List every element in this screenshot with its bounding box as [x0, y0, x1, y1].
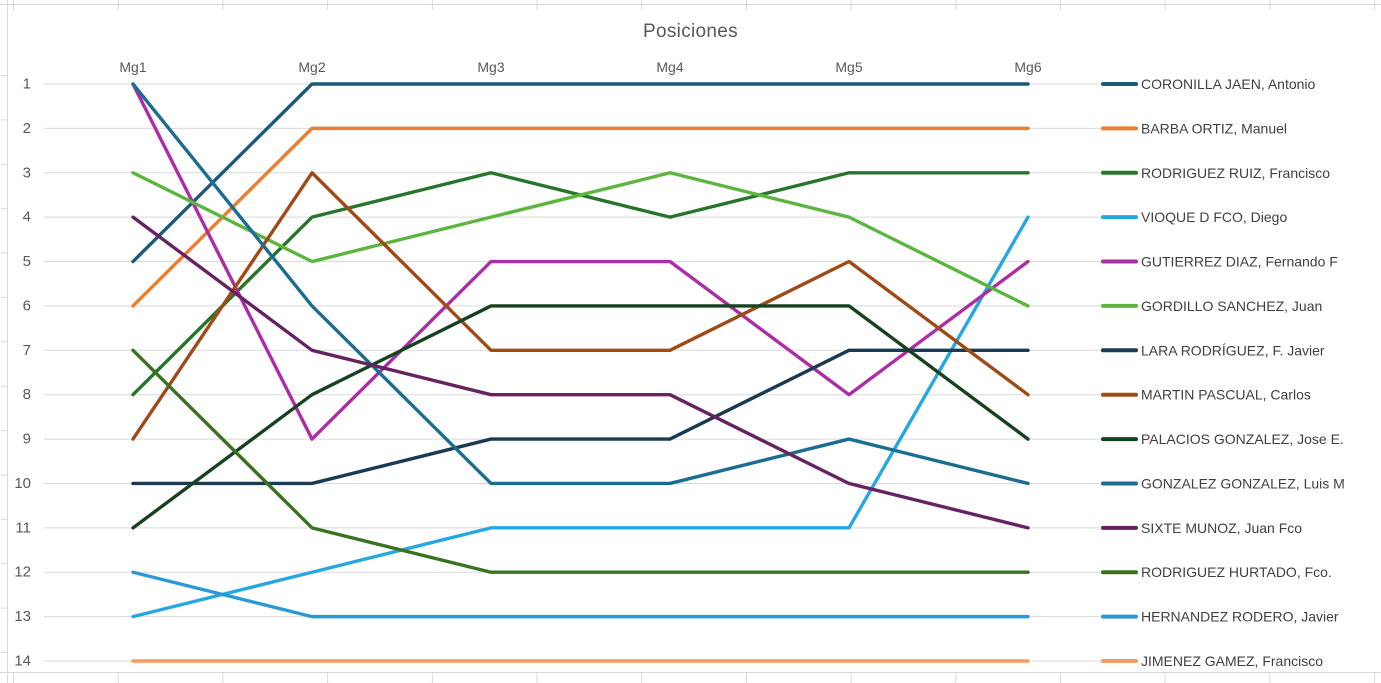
legend-label: SIXTE MUNOZ, Juan Fco [1141, 520, 1302, 536]
legend-item[interactable]: HERNANDEZ RODERO, Javier [1101, 609, 1339, 625]
y-axis-label: 10 [14, 475, 31, 492]
legend-label: VIOQUE D FCO, Diego [1141, 209, 1287, 225]
legend-label: GUTIERREZ DIAZ, Fernando F [1141, 254, 1338, 270]
legend-label: RODRIGUEZ HURTADO, Fco. [1141, 564, 1332, 580]
series-line-palacios-gonzalez[interactable] [131, 304, 1030, 530]
series-line-gutierrez-diaz[interactable] [131, 82, 1030, 441]
x-axis-label: Mg5 [835, 59, 862, 75]
y-axis-label: 3 [23, 164, 31, 181]
x-axis: Mg1 Mg2 Mg3 Mg4 Mg5 Mg6 [119, 59, 1041, 75]
series-line-gordillo-sanchez[interactable] [131, 171, 1030, 308]
y-axis-label: 14 [14, 652, 31, 669]
legend-item[interactable]: GONZALEZ GONZALEZ, Luis M [1101, 475, 1345, 491]
series-line-hernandez-rodero[interactable] [131, 570, 1030, 619]
legend-label: RODRIGUEZ RUIZ, Francisco [1141, 165, 1330, 181]
series-line-barba-ortiz[interactable] [131, 126, 1030, 308]
legend-label: GONZALEZ GONZALEZ, Luis M [1141, 475, 1345, 491]
legend-label: JIMENEZ GAMEZ, Francisco [1141, 653, 1323, 669]
x-axis-label: Mg1 [119, 59, 146, 75]
series-lines [131, 82, 1030, 663]
y-axis-label: 2 [23, 120, 31, 137]
series-line-coronilla-jaen[interactable] [131, 82, 1030, 264]
legend-label: LARA RODRÍGUEZ, F. Javier [1141, 342, 1325, 358]
series-line-martin-pascual[interactable] [131, 171, 1030, 441]
legend-item[interactable]: LARA RODRÍGUEZ, F. Javier [1101, 342, 1325, 358]
series-line-vioque-d-fco[interactable] [131, 215, 1030, 619]
legend-item[interactable]: RODRIGUEZ RUIZ, Francisco [1101, 165, 1330, 181]
chart-title[interactable]: Posiciones [643, 21, 738, 42]
legend-item[interactable]: BARBA ORTIZ, Manuel [1101, 120, 1287, 136]
legend-label: MARTIN PASCUAL, Carlos [1141, 387, 1311, 403]
y-axis-label: 9 [23, 431, 31, 448]
legend-item[interactable]: MARTIN PASCUAL, Carlos [1101, 387, 1311, 403]
legend: CORONILLA JAEN, Antonio BARBA ORTIZ, Manu… [1101, 76, 1345, 669]
legend-item[interactable]: CORONILLA JAEN, Antonio [1101, 76, 1316, 92]
y-axis-label: 6 [23, 297, 31, 314]
legend-item[interactable]: PALACIOS GONZALEZ, Jose E. [1101, 431, 1344, 447]
series-line-rodriguez-hurtado[interactable] [131, 348, 1030, 574]
legend-label: HERNANDEZ RODERO, Javier [1141, 609, 1339, 625]
y-axis-label: 4 [23, 209, 31, 226]
legend-item[interactable]: JIMENEZ GAMEZ, Francisco [1101, 653, 1323, 669]
legend-item[interactable]: RODRIGUEZ HURTADO, Fco. [1101, 564, 1332, 580]
y-axis-label: 11 [15, 519, 31, 536]
x-axis-label: Mg2 [298, 59, 325, 75]
legend-item[interactable]: SIXTE MUNOZ, Juan Fco [1101, 520, 1302, 536]
legend-item[interactable]: GUTIERREZ DIAZ, Fernando F [1101, 254, 1338, 270]
x-axis-label: Mg4 [656, 59, 683, 75]
y-axis-label: 13 [14, 608, 31, 625]
series-line-gonzalez-gonzalez[interactable] [131, 82, 1030, 486]
legend-item[interactable]: VIOQUE D FCO, Diego [1101, 209, 1287, 225]
legend-label: BARBA ORTIZ, Manuel [1141, 120, 1287, 136]
series-line-sixte-munoz[interactable] [131, 215, 1030, 530]
y-axis-label: 7 [23, 342, 31, 359]
x-axis-label: Mg3 [477, 59, 504, 75]
legend-label: GORDILLO SANCHEZ, Juan [1141, 298, 1322, 314]
y-axis-label: 12 [14, 564, 31, 581]
series-line-lara-rodr-guez[interactable] [131, 348, 1030, 486]
y-axis-label: 8 [23, 386, 31, 403]
legend-label: CORONILLA JAEN, Antonio [1141, 76, 1316, 92]
y-axis-label: 1 [23, 76, 31, 93]
y-axis-label: 5 [23, 253, 31, 270]
legend-item[interactable]: GORDILLO SANCHEZ, Juan [1101, 298, 1322, 314]
x-axis-label: Mg6 [1014, 59, 1041, 75]
legend-label: PALACIOS GONZALEZ, Jose E. [1141, 431, 1344, 447]
